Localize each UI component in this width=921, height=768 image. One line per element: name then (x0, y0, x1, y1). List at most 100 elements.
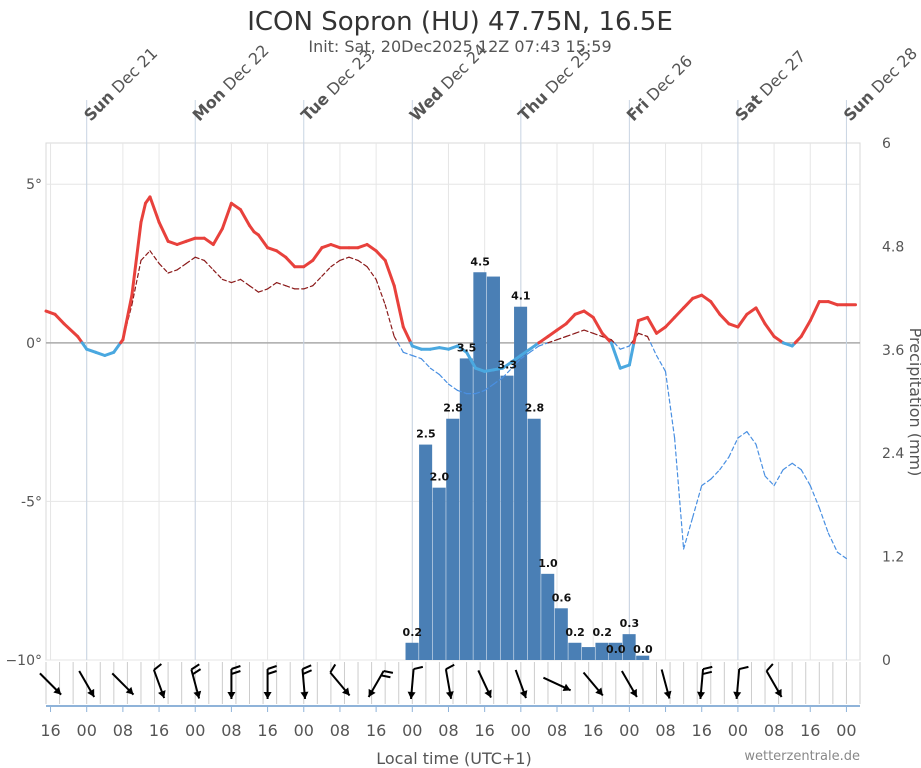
x-tick-label: 16 (40, 721, 60, 740)
temp-tick-label: 0° (26, 336, 42, 352)
temperature-line-segment (573, 309, 586, 316)
temperature-line-segment (632, 319, 640, 345)
precip-bar (405, 642, 419, 660)
day-label-date: Dec 28 (864, 44, 921, 101)
wind-barb-icon (367, 670, 394, 698)
temperature-line-segment (166, 239, 179, 246)
temperature-line-segment (53, 312, 66, 326)
dewpoint-line-segment (230, 278, 242, 284)
x-tick-label: 16 (583, 721, 603, 740)
temperature-line-segment (157, 220, 170, 243)
wind-barb-arrowhead (53, 686, 62, 695)
precip-value-label: 2.5 (416, 428, 436, 441)
dewpoint-line-segment (276, 282, 287, 287)
temperature-line-segment (763, 322, 776, 338)
wind-barb-arrowhead (519, 690, 528, 699)
x-tick-label: 16 (257, 721, 277, 740)
temperature-line-segment (374, 249, 387, 262)
day-label: Sun Dec 21 (80, 44, 161, 125)
temperature-line-segment (447, 344, 459, 351)
dewpoint-line-segment (475, 389, 486, 395)
dewpoint-line-segment (565, 332, 576, 338)
wind-barb-flag (738, 665, 749, 671)
wind-barb-icon (582, 671, 604, 697)
x-tick-label: 08 (547, 721, 567, 740)
dewpoint-line-segment (764, 475, 775, 487)
chart-subtitle: Init: Sat, 20Dec2025 12Z 07:43 15:59 (308, 37, 611, 56)
wind-barb-flag (231, 670, 241, 675)
precip-bar (568, 642, 582, 660)
wind-barb-flag (302, 664, 312, 670)
precip-value-label: 0.6 (552, 591, 572, 604)
wind-barb-arrowhead (263, 692, 272, 699)
temperature-line-segment (555, 322, 568, 332)
wind-barb-arrowhead (300, 691, 309, 699)
dewpoint-line-segment (484, 383, 495, 391)
dewpoint-line-segment (420, 358, 431, 369)
wind-barb-arrowhead (445, 691, 454, 699)
precip-bar (527, 418, 541, 660)
wind-barb-icon (263, 665, 277, 699)
dewpoint-line-segment (800, 469, 811, 487)
precip-bar (419, 444, 433, 660)
temperature-line-segment (483, 368, 496, 373)
temperature-line-segment (582, 309, 595, 319)
precip-value-label: 0.0 (633, 643, 653, 656)
x-tick-label: 00 (511, 721, 531, 740)
wind-barb-flag (231, 665, 241, 670)
day-label: Mon Dec 22 (189, 41, 273, 125)
precip-value-label: 0.2 (592, 626, 612, 639)
temperature-line-segment (175, 239, 188, 246)
dewpoint-line-segment (339, 256, 350, 261)
dewpoint-line-segment (547, 339, 558, 344)
dewpoint-line-segment (692, 485, 703, 518)
temperature-line-segment (718, 312, 731, 326)
dewpoint-line-segment (321, 266, 332, 277)
wind-barb-row (39, 662, 861, 707)
precip-tick-label: 4.8 (882, 239, 904, 255)
precip-bar (473, 272, 487, 660)
y-axis-right-label: Precipitation (mm) (906, 328, 921, 477)
precip-value-label: 1.0 (538, 557, 558, 570)
temperature-line-segment (600, 331, 613, 345)
dewpoint-line-segment (493, 377, 504, 385)
temperature-line-segment (727, 322, 740, 329)
temperature-line-segment (356, 243, 369, 250)
wind-barb-icon (227, 665, 241, 699)
temperature-line-segment (691, 293, 704, 300)
temperature-line-segment (410, 344, 423, 351)
dewpoint-line-segment (538, 342, 549, 347)
temperature-line-segment (266, 246, 279, 253)
dewpoint-line-segment (312, 275, 323, 287)
temperature-line-segment (646, 315, 658, 335)
precip-tick-label: 2.4 (882, 446, 904, 462)
wind-barb-icon (407, 665, 424, 700)
wind-barb-arrowhead (87, 688, 95, 697)
dewpoint-line-segment (456, 389, 468, 395)
wind-barb-arrowhead (629, 688, 637, 697)
temperature-line-segment (510, 354, 523, 364)
temperature-line-segment (437, 346, 450, 351)
dewpoint-line-segment (239, 278, 251, 287)
credit-label: wetterzentrale.de (744, 749, 860, 764)
wind-barb-icon (765, 663, 783, 698)
temperature-line-segment (636, 315, 649, 323)
temperature-line-segment (148, 195, 161, 224)
dewpoint-line-segment (782, 462, 793, 471)
dewpoint-line-segment (710, 469, 721, 480)
chart-title: ICON Sopron (HU) 47.75N, 16.5E (247, 7, 673, 37)
temperature-line-segment (401, 325, 413, 345)
dewpoint-line-segment (438, 373, 450, 385)
precip-value-label: 3.3 (498, 359, 518, 372)
temp-tick-label: -5° (21, 494, 42, 510)
x-tick-label: 00 (185, 721, 205, 740)
wind-barb-icon (78, 670, 96, 698)
day-label-date: Dec 27 (752, 47, 809, 104)
wind-barb-icon (621, 670, 638, 698)
temperature-line-segment (655, 325, 667, 335)
temperature-line-segment (456, 344, 469, 354)
wind-barb-arrowhead (663, 690, 672, 699)
wind-barb-icon (152, 663, 166, 699)
temperature-line-segment (392, 284, 405, 329)
temperature-line-segment (103, 350, 116, 357)
